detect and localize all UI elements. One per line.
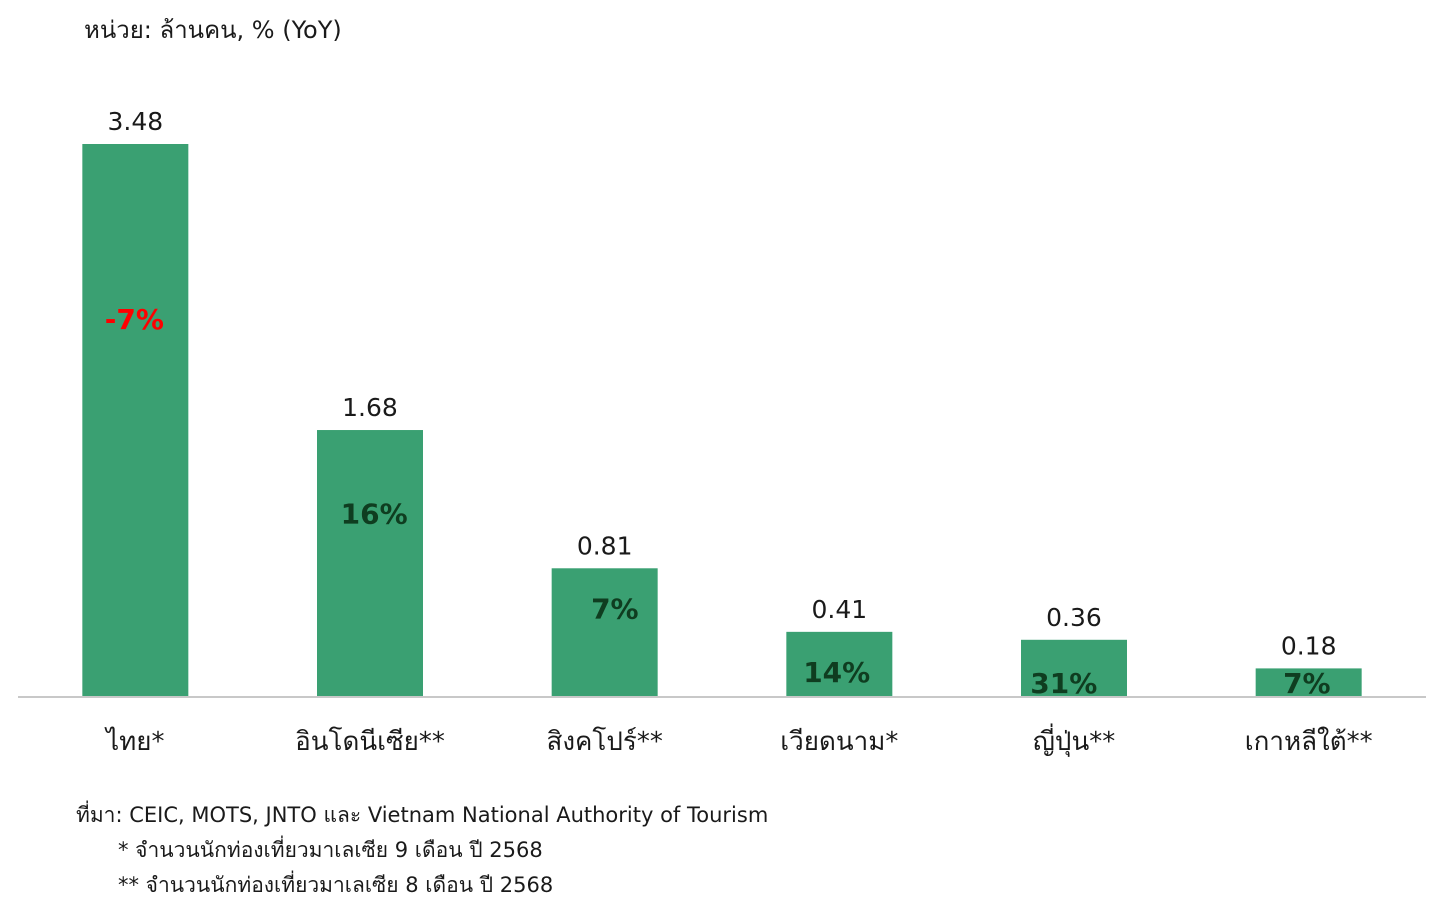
yoy-label: 31% bbox=[1030, 667, 1097, 700]
footnote-2: ** จำนวนนักท่องเที่ยวมาเลเซีย 8 เดือน ปี… bbox=[118, 873, 554, 897]
yoy-label: 16% bbox=[341, 497, 408, 530]
yoy-label: -7% bbox=[105, 303, 164, 336]
chart-notes: ที่มา: CEIC, MOTS, JNTO และ Vietnam Nati… bbox=[76, 798, 768, 903]
value-label: 3.48 bbox=[107, 107, 163, 136]
category-label: สิงคโปร์** bbox=[546, 726, 662, 757]
value-label: 0.81 bbox=[577, 531, 633, 560]
bar bbox=[1255, 668, 1362, 697]
category-label: อินโดนีเซีย** bbox=[295, 726, 445, 757]
bar bbox=[551, 568, 658, 697]
bar-chart: 3.48 -7% ไทย* 1.68 16% อินโดนีเซีย** 0.81 7% สิง… bbox=[18, 107, 1426, 757]
yoy-label: 7% bbox=[1283, 667, 1331, 700]
category-label: ไทย* bbox=[104, 726, 164, 757]
unit-label: หน่วย: ล้านคน, % (YoY) bbox=[84, 16, 342, 44]
category-label: ญี่ปุ่น** bbox=[1033, 723, 1115, 757]
yoy-label: 14% bbox=[803, 656, 870, 689]
yoy-label: 7% bbox=[591, 592, 639, 625]
value-label: 1.68 bbox=[342, 393, 398, 422]
bar bbox=[317, 430, 423, 697]
source-note: ที่มา: CEIC, MOTS, JNTO และ Vietnam Nati… bbox=[76, 803, 769, 827]
category-label: เวียดนาม* bbox=[780, 727, 898, 757]
value-label: 0.41 bbox=[811, 595, 867, 624]
footnote-1: * จำนวนนักท่องเที่ยวมาเลเซีย 9 เดือน ปี … bbox=[118, 838, 543, 862]
value-label: 0.36 bbox=[1046, 603, 1102, 632]
category-label: เกาหลีใต้** bbox=[1245, 727, 1373, 757]
bar bbox=[82, 144, 189, 697]
bar bbox=[786, 631, 893, 697]
bar bbox=[1021, 639, 1127, 697]
value-label: 0.18 bbox=[1281, 631, 1337, 660]
